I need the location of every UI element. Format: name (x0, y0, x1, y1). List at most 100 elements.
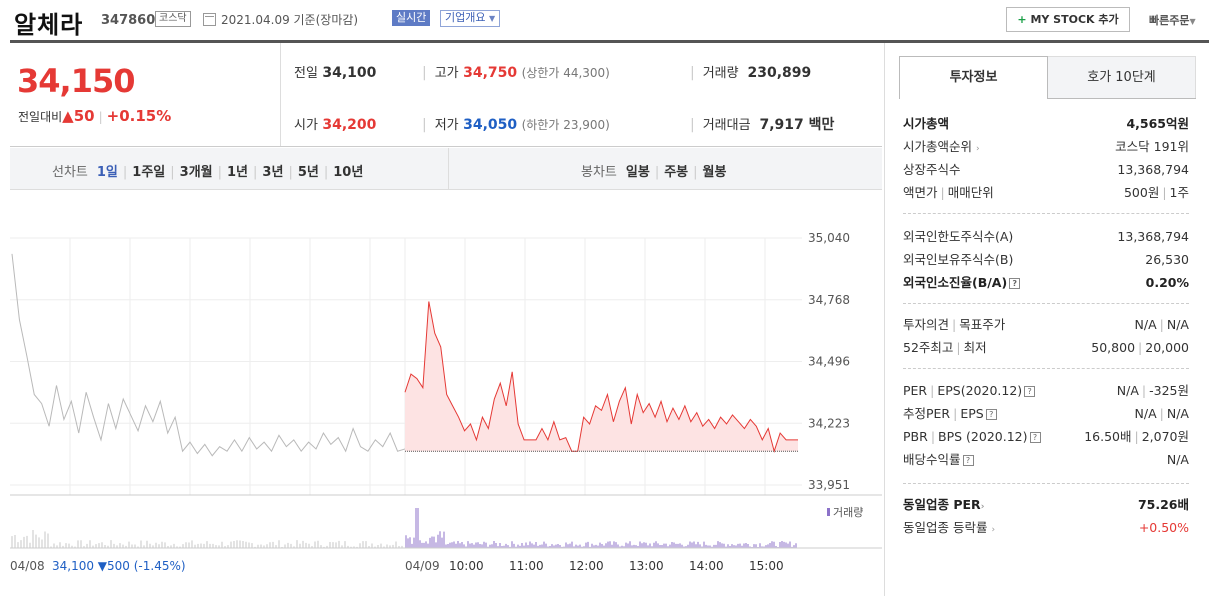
tab-daily[interactable]: 일봉 (625, 165, 650, 180)
help-icon[interactable]: ? (962, 455, 974, 466)
x-tick-label: 14:00 (689, 559, 724, 573)
help-icon[interactable]: ? (1029, 432, 1041, 443)
candle-chart-tabs: 봉차트 일봉 | 주봉 | 월봉 (581, 165, 727, 180)
divider: | (422, 117, 427, 133)
open-label: 시가 (294, 118, 318, 133)
tab-1w[interactable]: 1주일 (132, 165, 166, 180)
corp-info-label: 기업개요 (445, 11, 486, 24)
tab-3m[interactable]: 3개월 (179, 165, 213, 180)
cap-rank-value: 코스닥 191위 (1115, 139, 1189, 154)
sector-per-row[interactable]: 동일업종 PER› 75.26배 (903, 493, 1189, 516)
target-value: N/A (1166, 317, 1189, 332)
week52-high-value: 50,800 (1091, 340, 1136, 355)
quick-order-dropdown[interactable]: 빠른주문▼ (1149, 12, 1196, 28)
stock-header: 알체라 347860 코스닥 2021.04.09 기준(장마감) 실시간 기업… (0, 0, 1219, 42)
foreign-limit-value: 13,368,794 (1117, 229, 1189, 244)
week52-row: 52주최고 | 최저 50,800 | 20,000 (903, 340, 1189, 355)
y-tick-label: 34,768 (808, 293, 850, 307)
dividend-row: 배당수익률? N/A (903, 448, 1189, 471)
valuation-section: PER | EPS(2020.12)? N/A | -325원 추정PER | EPS? N/A… (903, 379, 1189, 471)
tab-weekly[interactable]: 주봉 (664, 165, 689, 180)
week52-high-label: 52주최고 (903, 340, 954, 355)
sector-rate-row[interactable]: 동일업종 등락률 › +0.50% (903, 516, 1189, 539)
volume-label: 거래량 (702, 66, 739, 81)
foreign-ratio-row: 외국인소진율(B/A)? 0.20% (903, 271, 1189, 294)
divider (903, 483, 1189, 484)
sector-per-label: 동일업종 PER (903, 497, 981, 512)
unit-label: 매매단위 (947, 185, 994, 200)
corp-info-dropdown[interactable]: 기업개요 ▼ (440, 10, 501, 27)
est-per-label: 추정PER (903, 406, 951, 421)
market-cap-label: 시가총액 (903, 116, 950, 131)
x-tick-label: 04/09 (405, 559, 440, 573)
opinion-row: 투자의견 | 목표주가 N/A | N/A (903, 317, 1189, 332)
foreign-limit-label: 외국인한도주식수(A) (903, 229, 1014, 244)
per-label: PER (903, 383, 928, 398)
open-value: 34,200 (322, 117, 377, 133)
quick-order-label: 빠른주문 (1149, 14, 1190, 27)
change-percent: +0.15% (106, 107, 172, 125)
low-label: 저가 (434, 118, 459, 133)
tab-5y[interactable]: 5년 (297, 165, 319, 180)
tab-3y[interactable]: 3년 (262, 165, 284, 180)
per-row: PER | EPS(2020.12)? N/A | -325원 (903, 383, 1189, 398)
tab-10y[interactable]: 10년 (333, 165, 364, 180)
volume-legend-label: 거래량 (833, 506, 863, 519)
est-eps-label: EPS (960, 406, 984, 421)
x-label-prev-day: 04/08 (10, 559, 45, 573)
tab-1d[interactable]: 1일 (96, 165, 118, 180)
prev-day-close: 34,100 ▼500 (-1.45%) (52, 559, 186, 573)
x-tick-label: 13:00 (629, 559, 664, 573)
divider: | (690, 117, 695, 133)
volume: | 거래량 230,899 (690, 62, 811, 81)
tab-order-book[interactable]: 호가 10단계 (1048, 56, 1196, 99)
y-tick-label: 34,496 (808, 355, 850, 369)
market-cap-section: 시가총액 4,565억원 시가총액순위 › 코스닥 191위 상장주식수 13,368… (903, 112, 1189, 204)
low-price: | 저가 34,050 (하한가 23,900) (422, 114, 610, 133)
lower-limit: (하한가 23,900) (521, 118, 610, 132)
divider: | (422, 65, 427, 81)
tab-monthly[interactable]: 월봉 (702, 165, 727, 180)
change-amount: 50 (73, 107, 95, 125)
change-row: 전일대비▲50 | +0.15% (18, 107, 171, 125)
divider: | (690, 65, 695, 81)
company-name: 알체라 (14, 10, 84, 39)
chart-period-tabs: 선차트 1일 | 1주일 | 3개월 | 1년 | 3년 | 5년 | 10년 봉차트 일봉 | 주봉 | 월봉 (10, 148, 882, 190)
divider (1048, 98, 1196, 99)
per-value: N/A (1116, 383, 1139, 398)
line-chart-tabs: 선차트 1일 | 1주일 | 3개월 | 1년 | 3년 | 5년 | 10년 (52, 165, 364, 180)
tab-1y[interactable]: 1년 (227, 165, 249, 180)
shares-row: 상장주식수 13,368,794 (903, 158, 1189, 181)
help-icon[interactable]: ? (1024, 386, 1036, 397)
foreign-ratio-value: 0.20% (1145, 275, 1189, 290)
bps-label: BPS (2020.12) (938, 429, 1028, 444)
cap-rank-label: 시가총액순위 (903, 139, 973, 154)
dividend-value: N/A (1166, 452, 1189, 467)
help-icon[interactable]: ? (1009, 278, 1021, 289)
week52-low-value: 20,000 (1145, 340, 1189, 355)
chevron-right-icon: › (980, 502, 985, 512)
eps-label: EPS(2020.12) (937, 383, 1023, 398)
caret-down-icon: ▼ (488, 14, 496, 23)
help-icon[interactable]: ? (985, 409, 997, 420)
est-per-row: 추정PER | EPS? N/A | N/A (903, 406, 1189, 421)
pbr-value: 16.50배 (1084, 429, 1132, 444)
prev-close-label: 전일 (294, 66, 318, 81)
week52-low-label: 최저 (963, 340, 987, 355)
realtime-button[interactable]: 실시간 (392, 10, 431, 26)
price-chart[interactable]: 35,040 34,768 34,496 34,223 33,951 거래량 04/08 34… (10, 190, 882, 596)
pbr-row: PBR | BPS (2020.12)? 16.50배 | 2,070원 (903, 429, 1189, 444)
price-panel: 34,150 전일대비▲50 | +0.15% 전일 34,100 시가 34,20… (10, 43, 882, 147)
x-tick-label: 12:00 (569, 559, 604, 573)
foreign-hold-label: 외국인보유주식수(B) (903, 252, 1014, 267)
add-mystock-button[interactable]: + MY STOCK 추가 (1006, 7, 1130, 32)
cap-rank-row[interactable]: 시가총액순위 › 코스닥 191위 (903, 135, 1189, 158)
sector-rate-label: 동일업종 등락률 (903, 520, 988, 535)
x-tick-label: 10:00 (449, 559, 484, 573)
tab-invest-info[interactable]: 투자정보 (899, 56, 1048, 99)
divider (903, 303, 1189, 304)
base-date: 2021.04.09 기준(장마감) (221, 13, 359, 27)
divider (448, 148, 449, 190)
caret-down-icon: ▼ (1189, 17, 1196, 26)
market-cap-value: 4,565억원 (1126, 116, 1189, 131)
